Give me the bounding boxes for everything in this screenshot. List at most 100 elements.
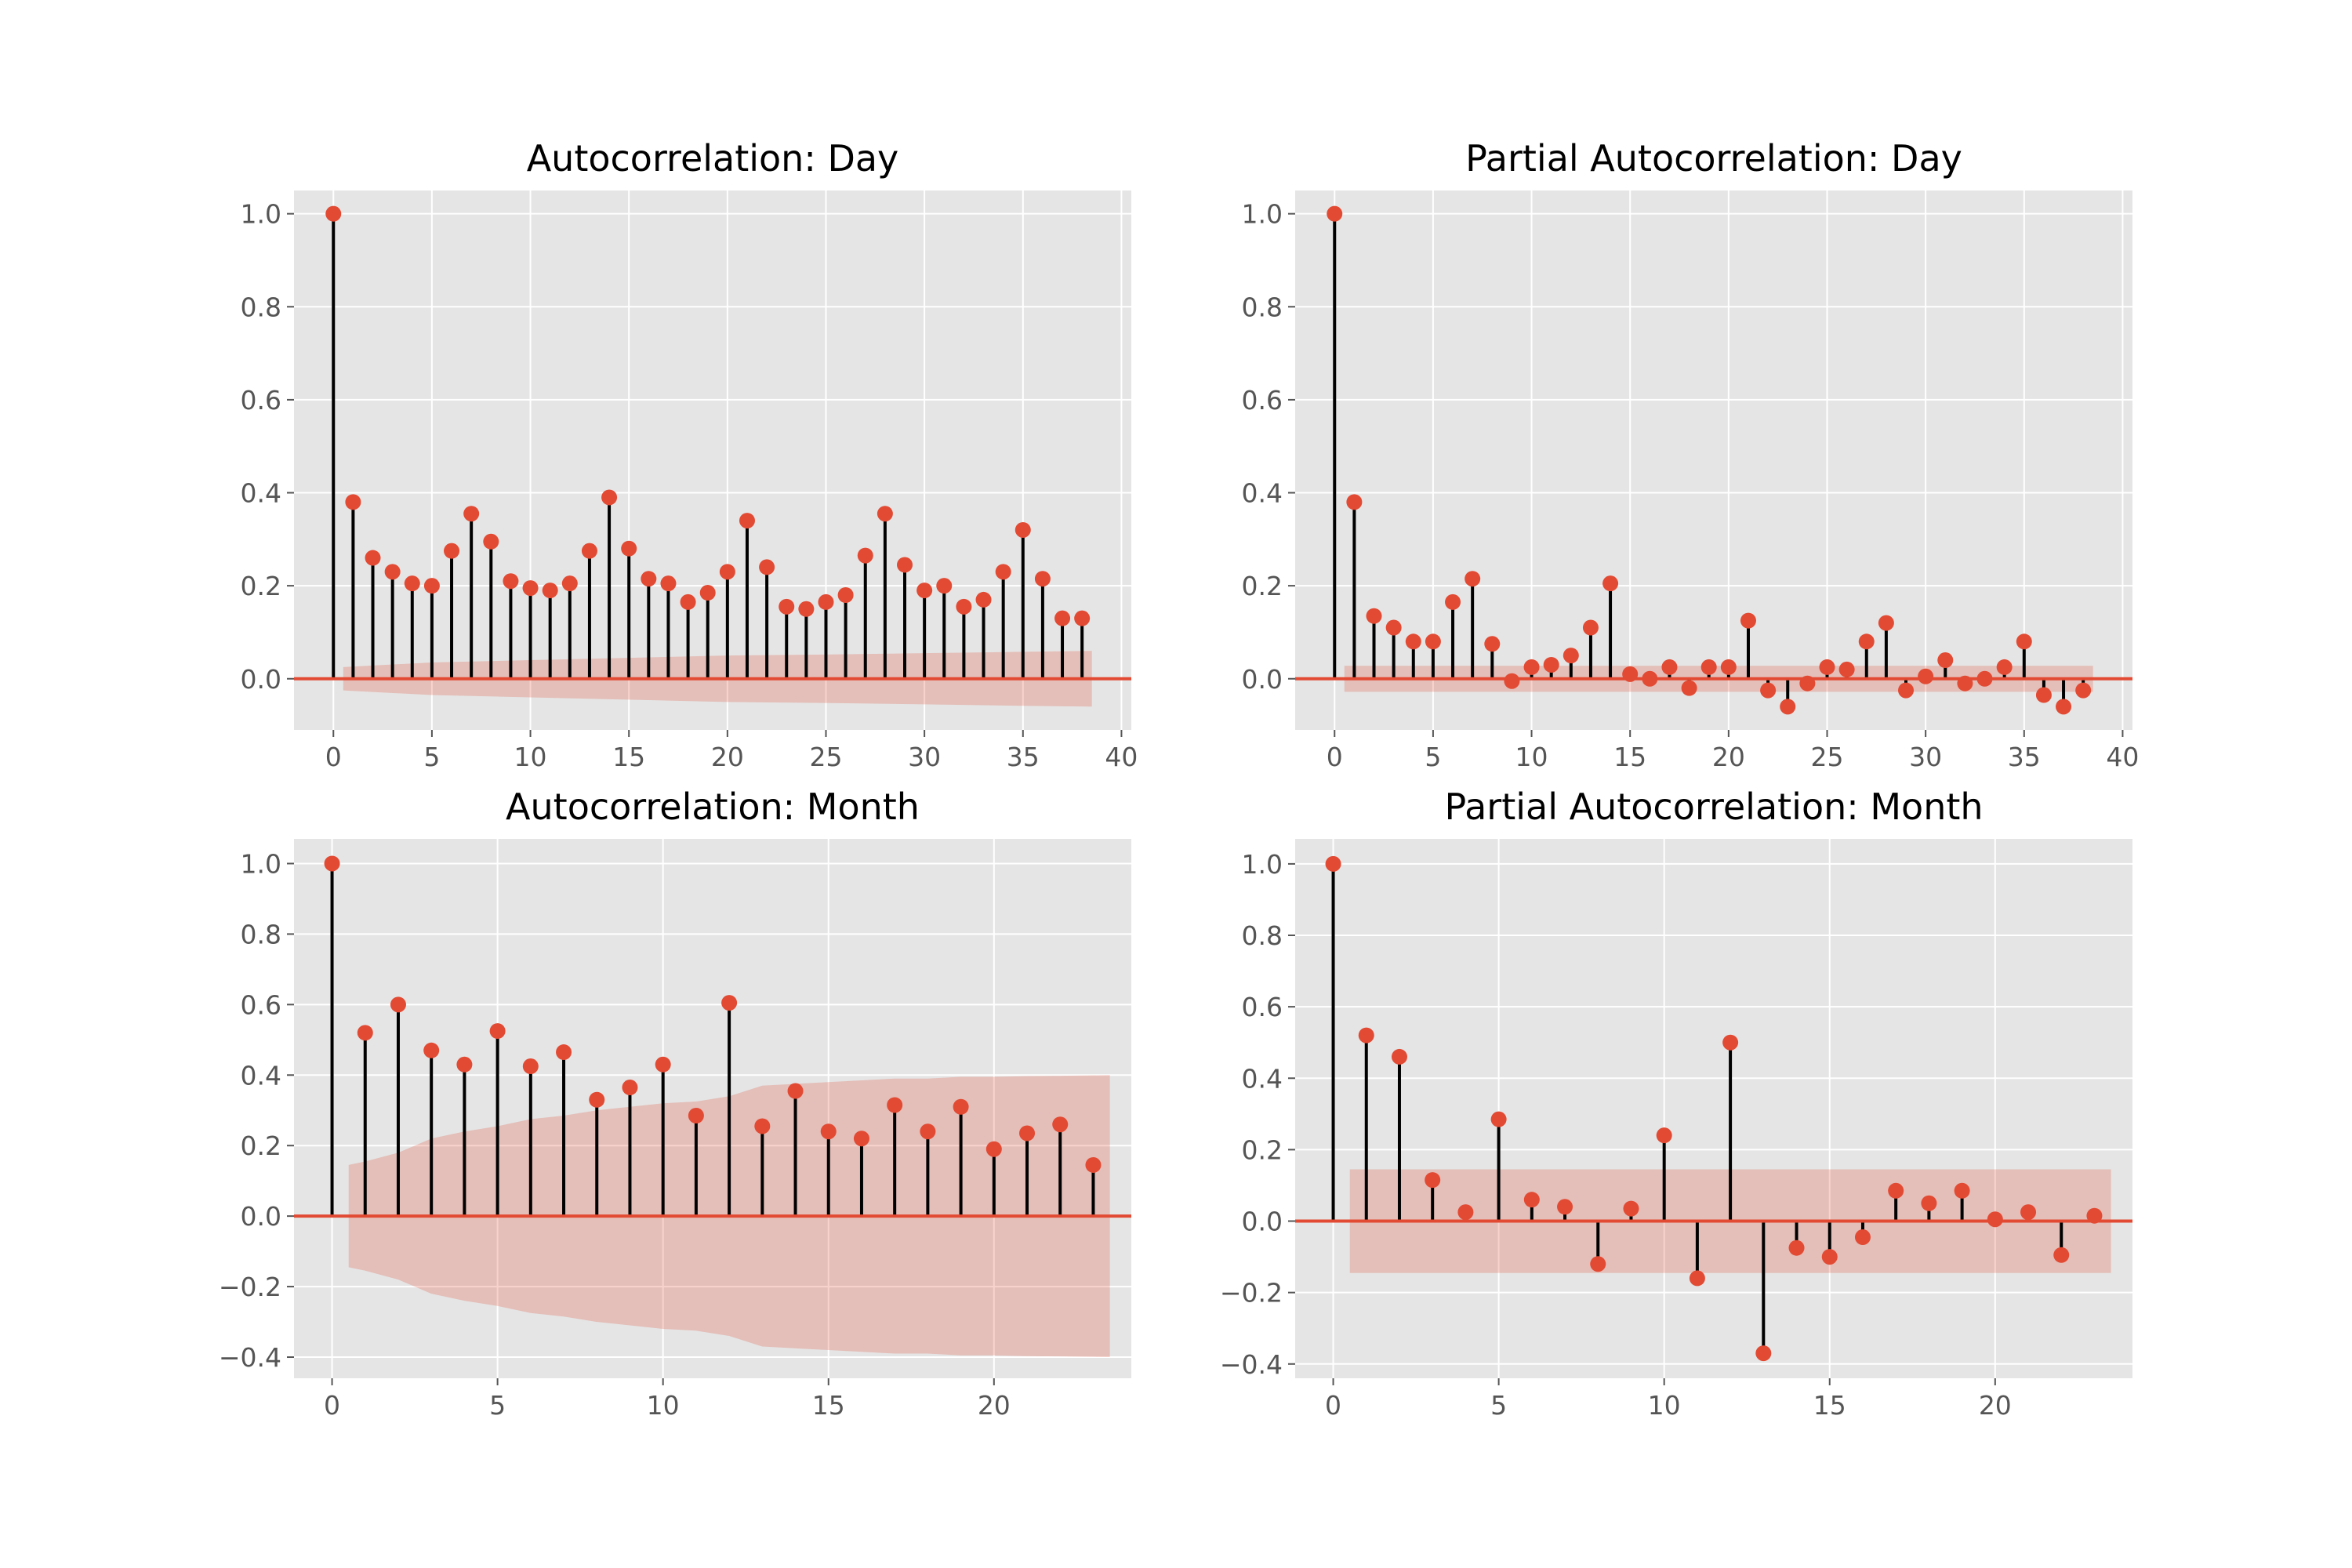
acf-day-plot-area — [294, 191, 1131, 730]
pacf-day-marker — [1838, 661, 1855, 677]
acf-day-marker — [818, 593, 834, 610]
pacf-day-ytick-label: 0.0 — [1242, 664, 1283, 695]
pacf-day-marker — [1720, 659, 1737, 675]
acf-month-ytick-label: 1.0 — [241, 848, 281, 879]
acf-day-marker — [503, 573, 519, 590]
pacf-day-ytick-label: 0.2 — [1242, 571, 1283, 601]
acf-day-marker — [423, 578, 440, 594]
pacf-month-plot-area — [1295, 839, 2132, 1378]
acf-day-ytick-label: 0.4 — [241, 478, 281, 509]
pacf-day-xtick-label: 0 — [1327, 742, 1343, 772]
acf-day-ytick-label: 0.2 — [241, 571, 281, 601]
pacf-day-xtick-label: 10 — [1515, 742, 1548, 772]
pacf-day-marker — [1760, 682, 1777, 699]
pacf-day-marker — [1996, 659, 2013, 675]
acf-day-marker — [660, 575, 677, 592]
acf-day-marker — [601, 489, 618, 506]
pacf-month-title: Partial Autocorrelation: Month — [1444, 786, 1983, 828]
acf-day-marker — [798, 601, 815, 617]
pacf-month-marker — [1425, 1172, 1441, 1189]
pacf-day-ytick-label: 0.8 — [1242, 292, 1283, 322]
acf-month-plot: Autocorrelation: Month 0 5 10 15 20 −0.4 −0.2 0… — [219, 786, 1131, 1421]
acf-month-marker — [589, 1091, 605, 1108]
pacf-month-marker — [1358, 1027, 1374, 1044]
acf-month-marker — [456, 1056, 473, 1073]
pacf-day-marker — [1327, 205, 1343, 222]
acf-month-marker — [985, 1141, 1002, 1157]
acf-day-marker — [1014, 521, 1031, 538]
pacf-day-marker — [1661, 659, 1678, 675]
acf-day-marker — [621, 540, 637, 557]
pacf-month-marker — [1325, 855, 1341, 872]
pacf-month-marker — [1457, 1204, 1474, 1221]
pacf-day-marker — [1346, 494, 1363, 510]
acf-day-marker — [936, 578, 953, 594]
pacf-day-marker — [1563, 648, 1579, 664]
pacf-day-marker — [1957, 675, 1973, 691]
pacf-day-marker — [2075, 682, 2092, 699]
pacf-day-marker — [1858, 633, 1875, 650]
pacf-day-marker — [1642, 670, 1658, 687]
pacf-day-marker — [2035, 687, 2052, 703]
pacf-month-marker — [1888, 1182, 1904, 1199]
pacf-month-marker — [1954, 1182, 1970, 1199]
acf-month-xtick-label: 20 — [978, 1390, 1011, 1421]
pacf-month-marker — [2086, 1207, 2103, 1224]
pacf-month-marker — [2020, 1204, 2037, 1221]
pacf-month-ytick-label: 0.6 — [1242, 992, 1283, 1022]
acf-day-marker — [916, 583, 933, 599]
pacf-day-marker — [1445, 593, 1461, 610]
pacf-day-marker — [1780, 699, 1796, 715]
acf-day-marker — [956, 598, 972, 615]
pacf-day-xtick-label: 25 — [1810, 742, 1843, 772]
acf-day-xtick-label: 0 — [325, 742, 342, 772]
acf-day-marker — [325, 205, 342, 222]
acf-month-ytick-label: 0.4 — [241, 1060, 281, 1091]
acf-month-ytick-label: 0.2 — [241, 1131, 281, 1161]
pacf-month-marker — [1921, 1195, 1937, 1211]
pacf-day-ytick-label: 1.0 — [1242, 199, 1283, 230]
acf-day-xtick-label: 10 — [514, 742, 547, 772]
acf-day-xtick-label: 25 — [809, 742, 842, 772]
acf-month-title: Autocorrelation: Month — [506, 786, 920, 828]
acf-month-marker — [489, 1023, 506, 1040]
acf-month-marker — [820, 1123, 837, 1140]
acf-month-marker — [357, 1025, 373, 1041]
acf-month-plot-area — [294, 839, 1131, 1378]
acf-day-marker — [483, 533, 499, 550]
acf-month-marker — [787, 1083, 804, 1099]
acf-day-marker — [680, 593, 696, 610]
pacf-month-ytick-label: 0.8 — [1242, 920, 1283, 951]
acf-month-marker — [721, 995, 738, 1011]
acf-month-marker — [655, 1056, 671, 1073]
pacf-month-marker — [1755, 1345, 1772, 1362]
pacf-month-ytick-label: −0.2 — [1220, 1278, 1283, 1308]
pacf-day-marker — [1405, 633, 1421, 650]
pacf-day-xtick-label: 5 — [1425, 742, 1441, 772]
acf-day-xtick-label: 30 — [908, 742, 941, 772]
pacf-month-ytick-label: 0.0 — [1242, 1207, 1283, 1237]
pacf-day-marker — [1366, 608, 1382, 624]
acf-month-ytick-label: −0.2 — [219, 1272, 281, 1302]
pacf-day-marker — [2016, 633, 2032, 650]
pacf-day-marker — [1582, 619, 1599, 636]
pacf-month-marker — [1590, 1256, 1606, 1272]
pacf-month-xtick-label: 20 — [1979, 1390, 2012, 1421]
acf-day-marker — [641, 571, 657, 587]
pacf-month-marker — [1623, 1200, 1639, 1217]
pacf-day-xtick-label: 15 — [1613, 742, 1646, 772]
pacf-day-marker — [1465, 571, 1481, 587]
acf-day-marker — [699, 585, 716, 601]
acf-day-xtick-label: 40 — [1105, 742, 1138, 772]
pacf-day-marker — [1898, 682, 1915, 699]
acf-day-xtick-label: 15 — [612, 742, 645, 772]
pacf-day-marker — [1700, 659, 1717, 675]
pacf-month-marker — [1854, 1229, 1871, 1246]
acf-day-ytick-label: 0.6 — [241, 385, 281, 416]
pacf-month-marker — [2053, 1247, 2070, 1263]
acf-day-ytick-label: 1.0 — [241, 199, 281, 230]
pacf-month-ytick-label: 0.2 — [1242, 1134, 1283, 1165]
acf-day-marker — [463, 506, 480, 522]
acf-month-marker — [853, 1131, 869, 1147]
pacf-day-marker — [1602, 575, 1619, 592]
